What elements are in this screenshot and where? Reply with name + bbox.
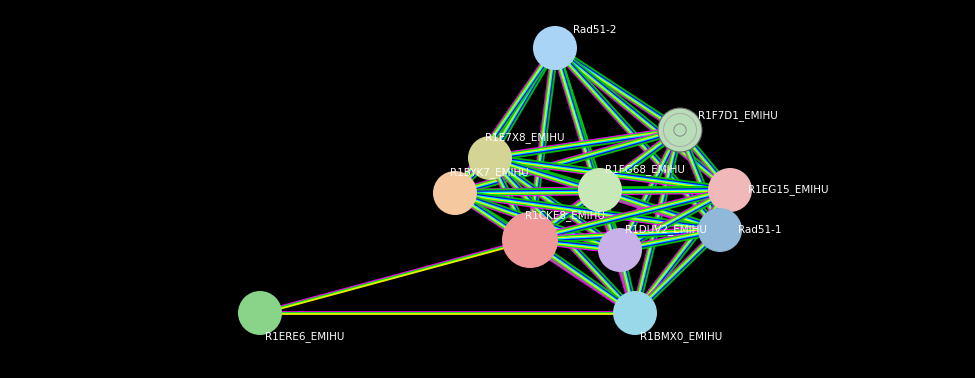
Circle shape [468,136,512,180]
Circle shape [613,291,657,335]
Text: R1E7X8_EMIHU: R1E7X8_EMIHU [485,133,565,144]
Text: R1EG15_EMIHU: R1EG15_EMIHU [748,184,829,195]
Text: R1BMX0_EMIHU: R1BMX0_EMIHU [640,332,722,342]
Circle shape [658,108,702,152]
Circle shape [533,26,577,70]
Text: Rad51-2: Rad51-2 [573,25,616,35]
Circle shape [698,208,742,252]
Text: R1BYK7_EMIHU: R1BYK7_EMIHU [450,167,528,178]
Text: R1F7D1_EMIHU: R1F7D1_EMIHU [698,110,778,121]
Text: R1FG68_EMIHU: R1FG68_EMIHU [605,164,684,175]
Circle shape [433,171,477,215]
Text: R1CKE8_EMIHU: R1CKE8_EMIHU [525,211,604,222]
Circle shape [598,228,642,272]
Text: R1DUV2_EMIHU: R1DUV2_EMIHU [625,225,707,235]
Circle shape [578,168,622,212]
Circle shape [708,168,752,212]
Text: R1ERE6_EMIHU: R1ERE6_EMIHU [265,332,344,342]
Circle shape [238,291,282,335]
Circle shape [502,212,558,268]
Text: Rad51-1: Rad51-1 [738,225,782,235]
